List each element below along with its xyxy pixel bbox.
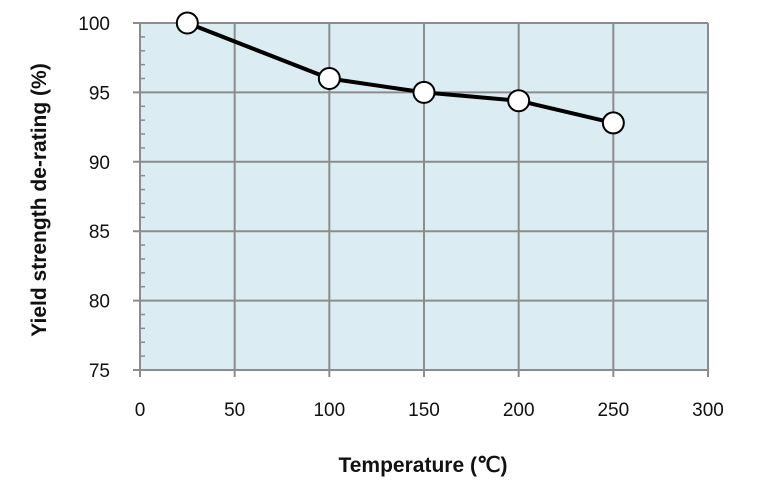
x-tick-label: 150 — [408, 400, 440, 421]
series — [175, 11, 625, 135]
x-tick-label: 300 — [692, 400, 724, 421]
y-tick-label: 95 — [89, 83, 110, 104]
y-tick-label: 80 — [89, 292, 110, 313]
x-tick-label: 0 — [135, 400, 146, 421]
data-point — [317, 67, 341, 91]
x-tick-label: 100 — [313, 400, 345, 421]
x-tick-label: 200 — [503, 400, 535, 421]
data-point — [601, 111, 625, 135]
axis-ticks: 0 50 100 150 200 250 300 75 80 85 90 95 100 — [78, 14, 724, 421]
y-tick-label: 75 — [89, 361, 110, 382]
data-point — [412, 80, 436, 104]
x-tick-label: 50 — [224, 400, 245, 421]
data-point — [507, 89, 531, 113]
x-tick-label: 250 — [597, 400, 629, 421]
y-tick-label: 100 — [78, 14, 110, 35]
data-point — [175, 11, 199, 35]
x-axis-label: Temperature (℃) — [338, 454, 507, 477]
y-axis-label: Yield strength de-rating (%) — [28, 63, 51, 336]
y-tick-label: 85 — [89, 222, 110, 243]
y-tick-label: 90 — [89, 153, 110, 174]
